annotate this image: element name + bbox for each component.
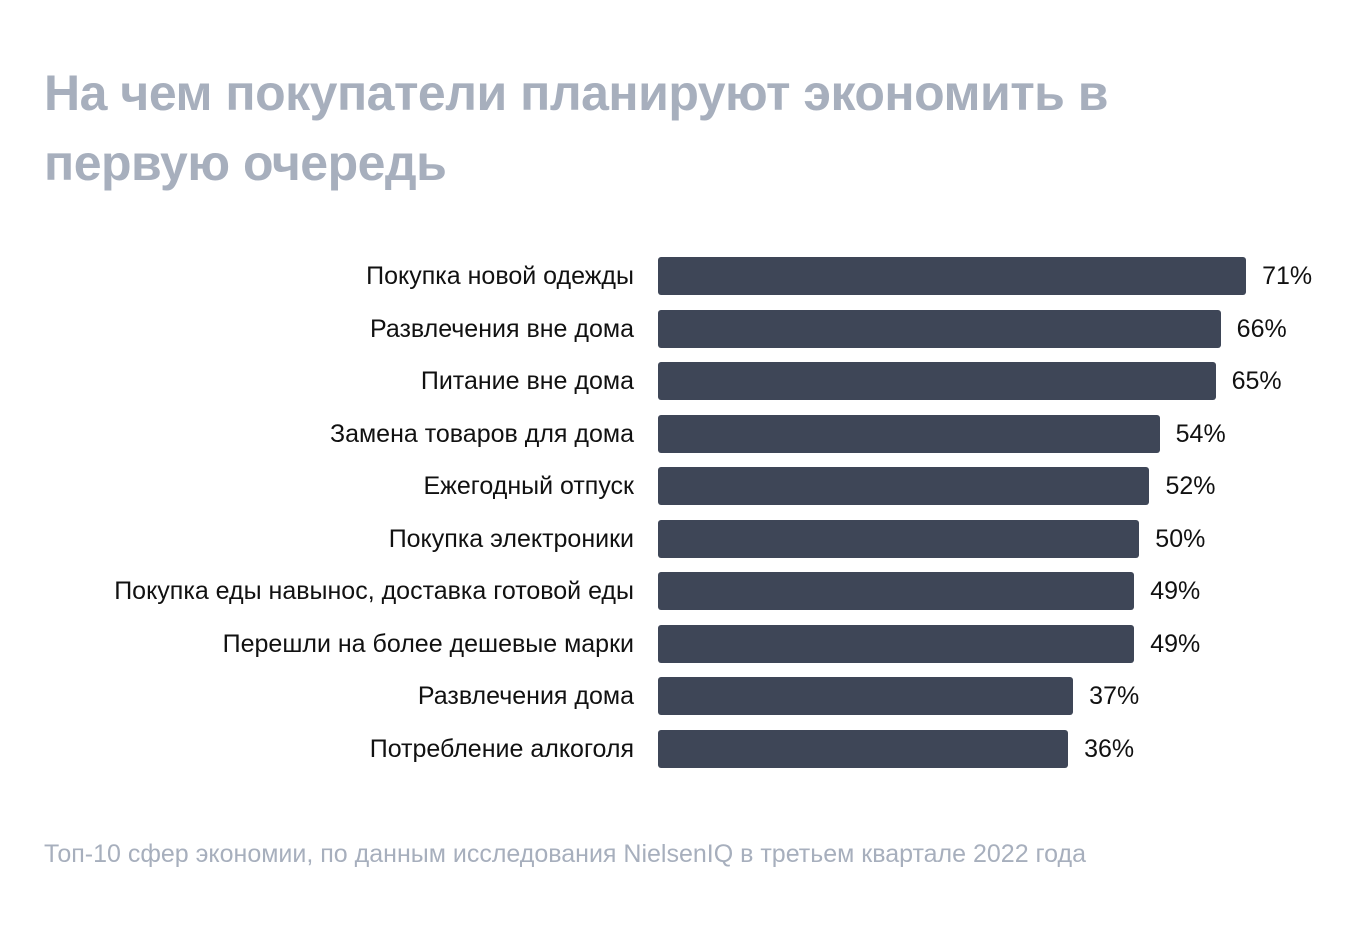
value-label: 36% bbox=[1084, 734, 1135, 763]
category-label: Покупка новой одежды bbox=[366, 262, 634, 290]
category-label: Развлечения дома bbox=[417, 682, 634, 710]
bar bbox=[658, 572, 1135, 610]
category-label: Потребление алкоголя bbox=[369, 734, 634, 763]
category-label: Ежегодный отпуск bbox=[423, 472, 635, 500]
bar bbox=[658, 257, 1247, 295]
chart-footnote: Топ-10 сфер экономии, по данным исследов… bbox=[44, 840, 1086, 868]
bar bbox=[658, 519, 1140, 558]
bar bbox=[658, 624, 1135, 663]
bar bbox=[658, 362, 1216, 400]
value-label: 65% bbox=[1231, 367, 1282, 395]
value-label: 37% bbox=[1089, 682, 1140, 710]
category-label: Питание вне дома bbox=[420, 367, 634, 395]
bar bbox=[658, 467, 1150, 505]
value-label: 71% bbox=[1262, 262, 1313, 290]
bar bbox=[658, 729, 1069, 768]
category-label: Замена товаров для дома bbox=[329, 419, 634, 448]
value-label: 49% bbox=[1150, 577, 1201, 605]
value-label: 52% bbox=[1165, 472, 1216, 500]
chart-title: На чем покупатели планируют экономить в … bbox=[44, 65, 1109, 191]
value-label: 49% bbox=[1150, 629, 1201, 658]
value-label: 50% bbox=[1155, 524, 1206, 553]
value-label: 54% bbox=[1175, 419, 1226, 448]
category-label: Развлечения вне дома bbox=[369, 314, 634, 343]
category-label: Покупка электроники bbox=[388, 524, 634, 553]
category-label: Перешли на более дешевые марки bbox=[222, 629, 634, 658]
bar bbox=[658, 414, 1160, 453]
bar bbox=[658, 309, 1221, 348]
bar bbox=[658, 677, 1074, 715]
category-label: Покупка еды навынос, доставка готовой ед… bbox=[114, 577, 634, 605]
value-label: 66% bbox=[1236, 314, 1287, 343]
